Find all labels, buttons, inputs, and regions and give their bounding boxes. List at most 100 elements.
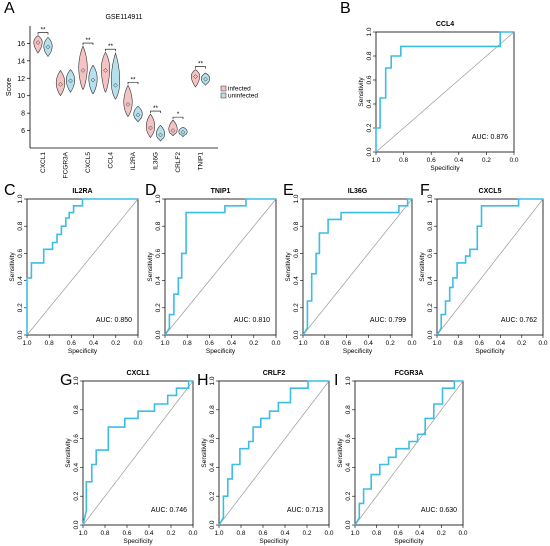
- median-marker: [58, 82, 63, 87]
- y-tick-label: 0.6: [155, 249, 162, 258]
- significance-bracket: [172, 116, 184, 120]
- auc-label: AUC: 0.746: [151, 507, 187, 514]
- x-tick-label: 0.6: [258, 530, 267, 537]
- x-tick-label: 0.4: [144, 530, 153, 537]
- y-tick-label: 0.6: [366, 75, 373, 84]
- reference-diagonal: [218, 380, 330, 526]
- y-tick-label: 0.8: [17, 221, 24, 230]
- panel-letter-d: D: [145, 182, 157, 199]
- y-tick-label: 0.2: [73, 491, 80, 500]
- y-tick-label: 0.8: [293, 221, 300, 230]
- chart-title: CXCL5: [479, 188, 502, 195]
- x-tick-label: 0.4: [454, 157, 463, 164]
- x-tick-label: 0.8: [183, 340, 192, 347]
- y-axis-label: Score: [6, 78, 13, 96]
- violin-uninfected: [178, 126, 188, 138]
- roc-curve: [26, 198, 138, 335]
- y-tick-label: 0.2: [155, 303, 162, 312]
- violin-uninfected: [65, 69, 76, 93]
- y-tick-label: 0.8: [427, 221, 434, 230]
- roc-panel-g: 0.0 0.2 0.4 0.6 0.8 1.0 1.0 0.8 0.6 0.4 0.2 0.0 Spec…: [65, 370, 198, 545]
- auc-label: AUC: 0.762: [501, 317, 537, 324]
- panel-letter-a: A: [4, 0, 15, 17]
- median-marker: [203, 76, 208, 82]
- y-tick-label: 0.4: [366, 99, 373, 108]
- roc-panel-f: 0.0 0.2 0.4 0.6 0.8 1.0 1.0 0.8 0.6 0.4 0.2 0.0 Spec…: [419, 188, 548, 355]
- x-tick-label: 1.0: [350, 530, 359, 537]
- significance-label: **: [130, 76, 136, 83]
- plot-frame: [436, 198, 544, 336]
- y-tick-label: 0.4: [155, 276, 162, 285]
- median-marker: [80, 68, 86, 73]
- chart-title: CRLF2: [263, 370, 286, 377]
- y-tick-label: 0.6: [17, 249, 24, 258]
- category-label: IL36G: [153, 152, 160, 170]
- significance-label: **: [40, 27, 46, 34]
- auc-label: AUC: 0.713: [287, 507, 323, 514]
- auc-label: AUC: 0.850: [96, 317, 132, 324]
- roc-curve: [164, 198, 276, 336]
- y-tick-label: 0.4: [73, 463, 80, 472]
- panel-letter-h: H: [197, 372, 209, 389]
- x-tick-label: 0.4: [415, 530, 424, 537]
- significance-bracket: [127, 81, 139, 85]
- panel-letter-g: G: [60, 372, 73, 389]
- y-tick-label: 0.8: [209, 405, 216, 414]
- x-tick-label: 0.6: [205, 340, 214, 347]
- x-tick-label: 0.6: [427, 157, 436, 164]
- significance-bracket: [37, 32, 49, 35]
- legend-swatch-uninfected: [220, 92, 227, 99]
- y-tick-label: 0.8: [345, 405, 352, 414]
- roc-curve: [218, 380, 329, 526]
- plot-frame: [354, 380, 464, 526]
- x-tick-label: 0.6: [67, 340, 76, 347]
- y-tick-label: 0.4: [209, 463, 216, 472]
- x-tick-label: 1.0: [298, 340, 307, 347]
- x-tick-label: 0.4: [280, 530, 289, 537]
- x-axis-label: Specificity: [259, 538, 289, 545]
- category-label: FCGR3A: [63, 151, 70, 178]
- violin-infected: [168, 119, 178, 137]
- x-tick-label: 0.2: [111, 340, 120, 347]
- y-tick-label: 1.0: [73, 376, 80, 385]
- y-tick-label: 0.2: [293, 303, 300, 312]
- x-tick-label: 1.0: [214, 530, 223, 537]
- legend-label-infected: infected: [228, 86, 251, 93]
- y-tick-label: 0.2: [17, 303, 24, 312]
- violin-infected: [55, 69, 66, 97]
- x-axis-label: Specificity: [343, 348, 373, 355]
- violin-uninfected: [88, 64, 98, 95]
- y-tick-label: 6: [21, 128, 25, 135]
- plot-frame: [218, 380, 330, 526]
- x-tick-label: 1.0: [22, 340, 31, 347]
- violin-infected: [123, 84, 133, 118]
- y-axis-label: Sensitivity: [337, 438, 344, 468]
- panel-letter-f: F: [420, 182, 430, 199]
- y-tick-label: 0.4: [427, 276, 434, 285]
- y-axis-label: Sensitivity: [419, 252, 426, 282]
- reference-diagonal: [26, 198, 139, 336]
- category-label: CXCL1: [40, 152, 47, 173]
- x-tick-label: 0.0: [458, 530, 467, 537]
- x-tick-label: 0.0: [324, 530, 333, 537]
- category-label: CRLF2: [175, 152, 182, 173]
- y-tick-label: 0.2: [209, 491, 216, 500]
- category-label: CCL4: [108, 152, 115, 169]
- reference-diagonal: [302, 198, 413, 336]
- plot-frame: [302, 198, 413, 336]
- roc-curve: [82, 380, 193, 526]
- median-marker: [193, 74, 198, 79]
- plot-frame: [375, 31, 515, 153]
- x-axis-label: Specificity: [430, 165, 460, 172]
- y-tick-label: 0.0: [366, 147, 373, 156]
- y-tick-label: 0.6: [293, 249, 300, 258]
- median-marker: [180, 129, 186, 135]
- y-tick-label: 0.8: [155, 221, 162, 230]
- x-tick-label: 0.2: [517, 340, 526, 347]
- significance-bracket: [195, 66, 206, 69]
- roc-panel-e: 0.0 0.2 0.4 0.6 0.8 1.0 1.0 0.8 0.6 0.4 0.2 0.0 Spec…: [285, 188, 417, 355]
- y-tick-label: 1.0: [345, 376, 352, 385]
- chart-title: GSE114911: [105, 14, 142, 21]
- chart-title: IL36G: [348, 188, 368, 195]
